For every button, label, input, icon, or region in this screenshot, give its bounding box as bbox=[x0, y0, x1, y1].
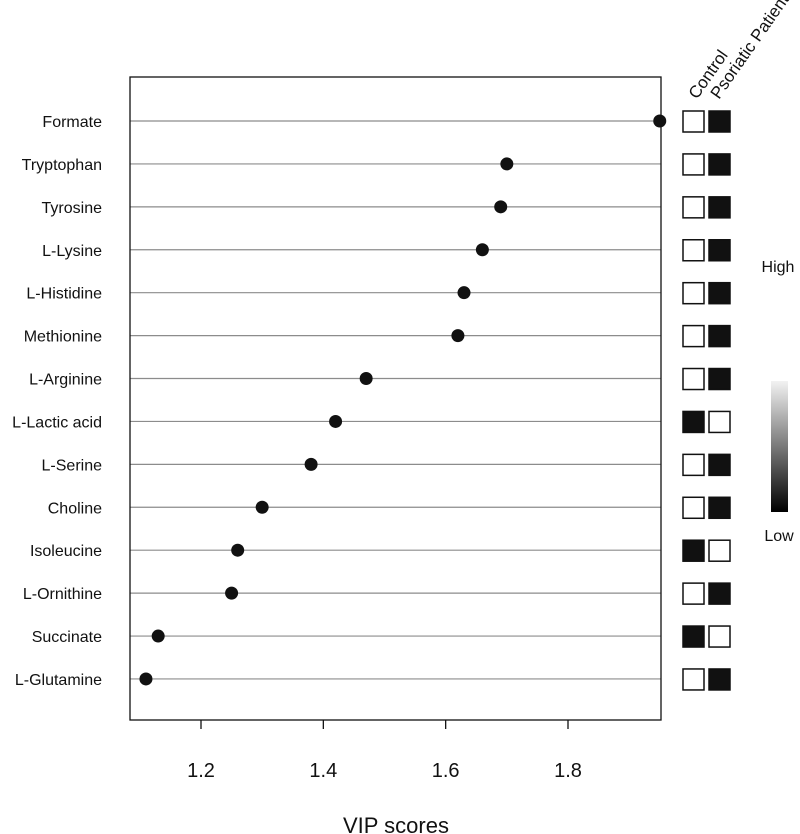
data-point bbox=[451, 329, 465, 343]
control-indicator bbox=[682, 625, 705, 648]
patient-indicator bbox=[708, 410, 731, 434]
control-indicator bbox=[682, 453, 705, 477]
patient-indicator bbox=[708, 625, 731, 648]
control-indicator bbox=[682, 324, 705, 348]
control-indicator bbox=[682, 668, 705, 691]
legend-high-label: High bbox=[762, 259, 795, 276]
data-point bbox=[255, 500, 269, 514]
data-point bbox=[139, 672, 153, 686]
data-point bbox=[457, 286, 471, 300]
data-point bbox=[304, 457, 318, 471]
control-indicator bbox=[682, 367, 705, 391]
x-axis: 1.2 1.4 1.6 1.8 bbox=[187, 720, 582, 782]
category-label: L-Ornithine bbox=[23, 586, 102, 603]
control-indicator bbox=[682, 196, 705, 219]
data-point bbox=[494, 200, 508, 214]
patient-indicator bbox=[708, 453, 731, 477]
category-label: Succinate bbox=[32, 629, 102, 646]
patient-indicator bbox=[708, 582, 731, 605]
plot-frame bbox=[129, 76, 662, 721]
control-indicator bbox=[682, 582, 705, 605]
color-legend: High Low bbox=[762, 259, 795, 545]
patient-indicator bbox=[708, 324, 731, 348]
control-indicator bbox=[682, 110, 705, 133]
data-point bbox=[329, 414, 343, 428]
category-label: L-Histidine bbox=[26, 286, 102, 303]
category-label: Choline bbox=[48, 500, 102, 517]
category-label: Isoleucine bbox=[30, 543, 102, 560]
x-tick-label: 1.6 bbox=[432, 760, 460, 782]
category-label: L-Arginine bbox=[29, 372, 102, 389]
x-tick-label: 1.8 bbox=[554, 760, 582, 782]
patient-indicator bbox=[708, 539, 731, 562]
x-tick-label: 1.2 bbox=[187, 760, 215, 782]
patient-indicator bbox=[708, 110, 731, 133]
x-tick-label: 1.4 bbox=[309, 760, 337, 782]
data-point bbox=[500, 157, 514, 171]
patient-indicator bbox=[708, 153, 731, 176]
x-axis-title: VIP scores bbox=[343, 813, 449, 834]
category-label: Methionine bbox=[24, 329, 102, 346]
data-point bbox=[151, 629, 165, 643]
control-indicator bbox=[682, 539, 705, 562]
category-label: L-Lysine bbox=[42, 243, 102, 260]
control-indicator bbox=[682, 239, 705, 262]
data-points bbox=[139, 114, 667, 686]
patient-indicator bbox=[708, 367, 731, 391]
category-label: Formate bbox=[42, 114, 102, 131]
legend-gradient-bar bbox=[771, 381, 788, 512]
data-point bbox=[225, 586, 239, 600]
data-point bbox=[359, 372, 373, 386]
control-indicator bbox=[682, 496, 705, 520]
patient-indicator bbox=[708, 281, 731, 305]
category-label: Tryptophan bbox=[22, 157, 102, 174]
category-labels: Formate Tryptophan Tyrosine L-Lysine L-Histi… bbox=[12, 114, 102, 689]
legend-low-label: Low bbox=[764, 528, 794, 545]
data-point bbox=[475, 243, 489, 257]
grid-lines bbox=[130, 120, 661, 680]
patient-indicator bbox=[708, 196, 731, 219]
category-label: Tyrosine bbox=[42, 200, 103, 217]
category-label: L-Glutamine bbox=[15, 672, 102, 689]
data-point bbox=[653, 114, 667, 128]
data-point bbox=[231, 543, 245, 557]
patient-indicator bbox=[708, 668, 731, 691]
category-label: L-Serine bbox=[42, 457, 103, 474]
category-label: L-Lactic acid bbox=[12, 414, 102, 431]
patient-indicator bbox=[708, 496, 731, 520]
control-indicator bbox=[682, 153, 705, 176]
control-indicator bbox=[682, 281, 705, 305]
control-indicator bbox=[682, 410, 705, 434]
patient-indicator bbox=[708, 239, 731, 262]
